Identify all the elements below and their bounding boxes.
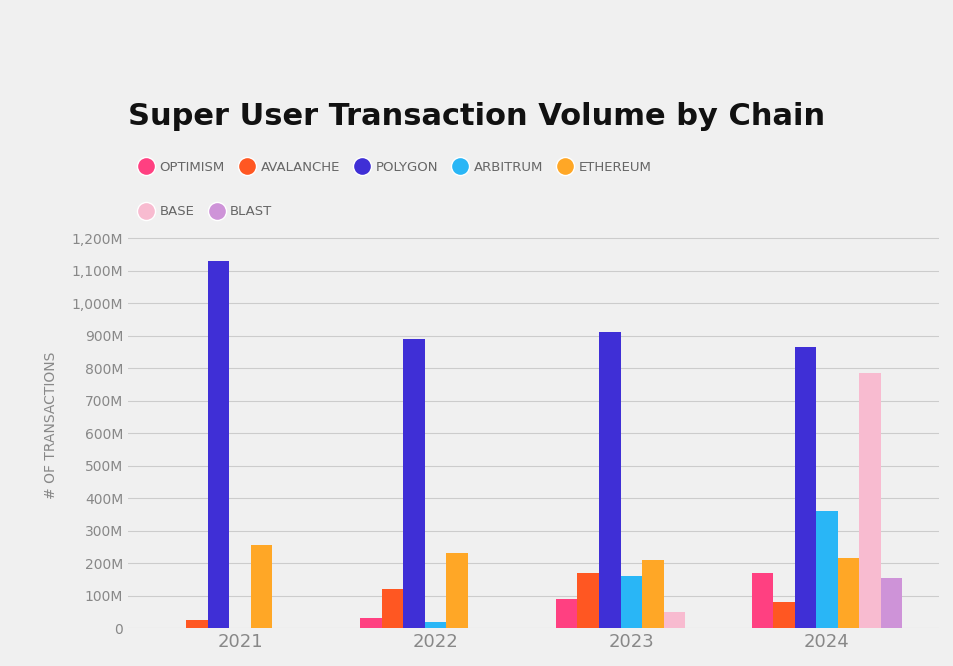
Bar — [598, 332, 619, 628]
Bar — [208, 261, 229, 628]
Bar — [641, 560, 663, 628]
Bar — [794, 347, 815, 628]
Y-axis label: # OF TRANSACTIONS: # OF TRANSACTIONS — [44, 351, 57, 499]
Bar — [381, 589, 403, 628]
Bar — [880, 577, 902, 628]
Bar — [446, 553, 468, 628]
Bar — [556, 599, 577, 628]
Bar — [360, 619, 381, 628]
Text: Super User Transaction Volume by Chain: Super User Transaction Volume by Chain — [128, 102, 824, 131]
Bar — [186, 620, 208, 628]
Legend: BASE, BLAST: BASE, BLAST — [134, 200, 277, 224]
Bar — [577, 573, 598, 628]
Bar — [619, 576, 641, 628]
Bar — [837, 558, 859, 628]
Bar — [403, 339, 424, 628]
Bar — [815, 511, 837, 628]
Bar — [859, 373, 880, 628]
Bar — [251, 545, 273, 628]
Bar — [751, 573, 772, 628]
Bar — [424, 621, 446, 628]
Bar — [772, 602, 794, 628]
Bar — [663, 612, 684, 628]
